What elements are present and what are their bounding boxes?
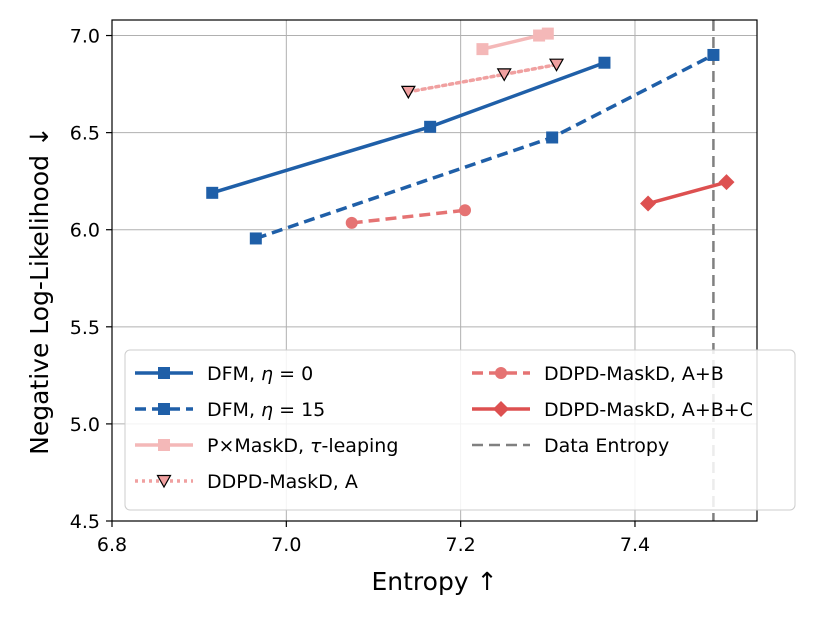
series-3 — [400, 58, 565, 100]
legend-label: DFM, η = 0 — [207, 363, 313, 385]
data-point — [640, 195, 657, 212]
series-line — [647, 180, 727, 206]
legend-entry: DDPD-MaskD, A+B — [472, 363, 724, 385]
y-axis-title: Negative Log-Likelihood ↓ — [25, 126, 54, 455]
series-4 — [345, 204, 472, 229]
x-axis-title: Entropy ↑ — [371, 567, 497, 596]
y-tick-label: 4.5 — [70, 511, 100, 533]
legend-label-part: DFM, — [207, 363, 261, 385]
x-tick-label: 7.2 — [446, 534, 476, 556]
legend-box — [124, 349, 796, 511]
legend-label-part: τ — [310, 435, 322, 457]
series-0 — [206, 56, 611, 199]
y-tick-label: 6.0 — [70, 220, 100, 242]
series-1 — [249, 48, 720, 245]
series-5 — [640, 174, 735, 212]
y-tick-label: 7.0 — [70, 26, 100, 48]
data-point — [345, 216, 358, 229]
data-point — [459, 204, 472, 217]
legend-label: DDPD-MaskD, A+B — [544, 363, 724, 385]
legend-marker — [158, 439, 170, 451]
legend-entry: DFM, η = 15 — [135, 399, 325, 421]
series-2 — [476, 27, 554, 56]
y-tick-label: 5.0 — [70, 414, 100, 436]
axis-ticks: 6.8 7.0 7.2 7.4 4.5 5.0 5.5 6.0 6.5 7.0 — [70, 26, 650, 556]
data-point — [249, 232, 262, 245]
data-point — [546, 131, 559, 144]
legend-label-part: = 0 — [273, 363, 313, 385]
legend-label-part: DFM, — [207, 399, 261, 421]
legend-label-part: = 15 — [273, 399, 325, 421]
legend-label: P×MaskD, τ-leaping — [207, 435, 398, 457]
data-point — [496, 68, 512, 82]
data-point — [533, 29, 546, 42]
x-tick-label: 6.8 — [97, 534, 127, 556]
series-line — [351, 208, 466, 225]
x-tick-label: 7.0 — [271, 534, 301, 556]
legend-entry: DDPD-MaskD, A+B+C — [472, 399, 753, 421]
data-series — [206, 27, 735, 245]
data-point — [424, 120, 437, 133]
legend-marker — [495, 367, 507, 379]
legend-label-part: η — [261, 399, 273, 421]
legend-label: DDPD-MaskD, A — [207, 471, 358, 493]
legend-marker — [493, 401, 509, 417]
plot-frame — [111, 19, 758, 522]
y-tick-label: 5.5 — [70, 317, 100, 339]
legend-label: DFM, η = 15 — [207, 399, 325, 421]
data-point — [718, 174, 735, 191]
legend-entry: P×MaskD, τ-leaping — [135, 435, 398, 457]
legend-label-part: DDPD-MaskD, A — [207, 471, 358, 493]
data-point — [541, 27, 554, 40]
legend-label-part: P×MaskD, — [207, 435, 310, 457]
legend-entry: Data Entropy — [472, 435, 669, 457]
legend-marker — [158, 367, 170, 379]
data-point — [206, 186, 219, 199]
legend-label-part: DDPD-MaskD, A+B+C — [544, 399, 753, 421]
data-point — [548, 58, 565, 72]
data-point — [400, 85, 416, 100]
legend-marker — [158, 403, 170, 415]
data-point — [598, 56, 611, 69]
data-point — [476, 43, 489, 56]
y-tick-label: 6.5 — [70, 123, 100, 145]
legend-entry: DFM, η = 0 — [135, 363, 313, 385]
legend-label: DDPD-MaskD, A+B+C — [544, 399, 753, 421]
legend-entry: DDPD-MaskD, A — [135, 471, 358, 493]
data-point — [707, 48, 720, 61]
legend-marker — [156, 474, 172, 489]
legend-label-part: η — [261, 363, 273, 385]
legend-label-part: DDPD-MaskD, A+B — [544, 363, 724, 385]
x-tick-label: 7.4 — [620, 534, 650, 556]
legend-label: Data Entropy — [544, 435, 669, 457]
legend-label-part: -leaping — [321, 435, 398, 457]
